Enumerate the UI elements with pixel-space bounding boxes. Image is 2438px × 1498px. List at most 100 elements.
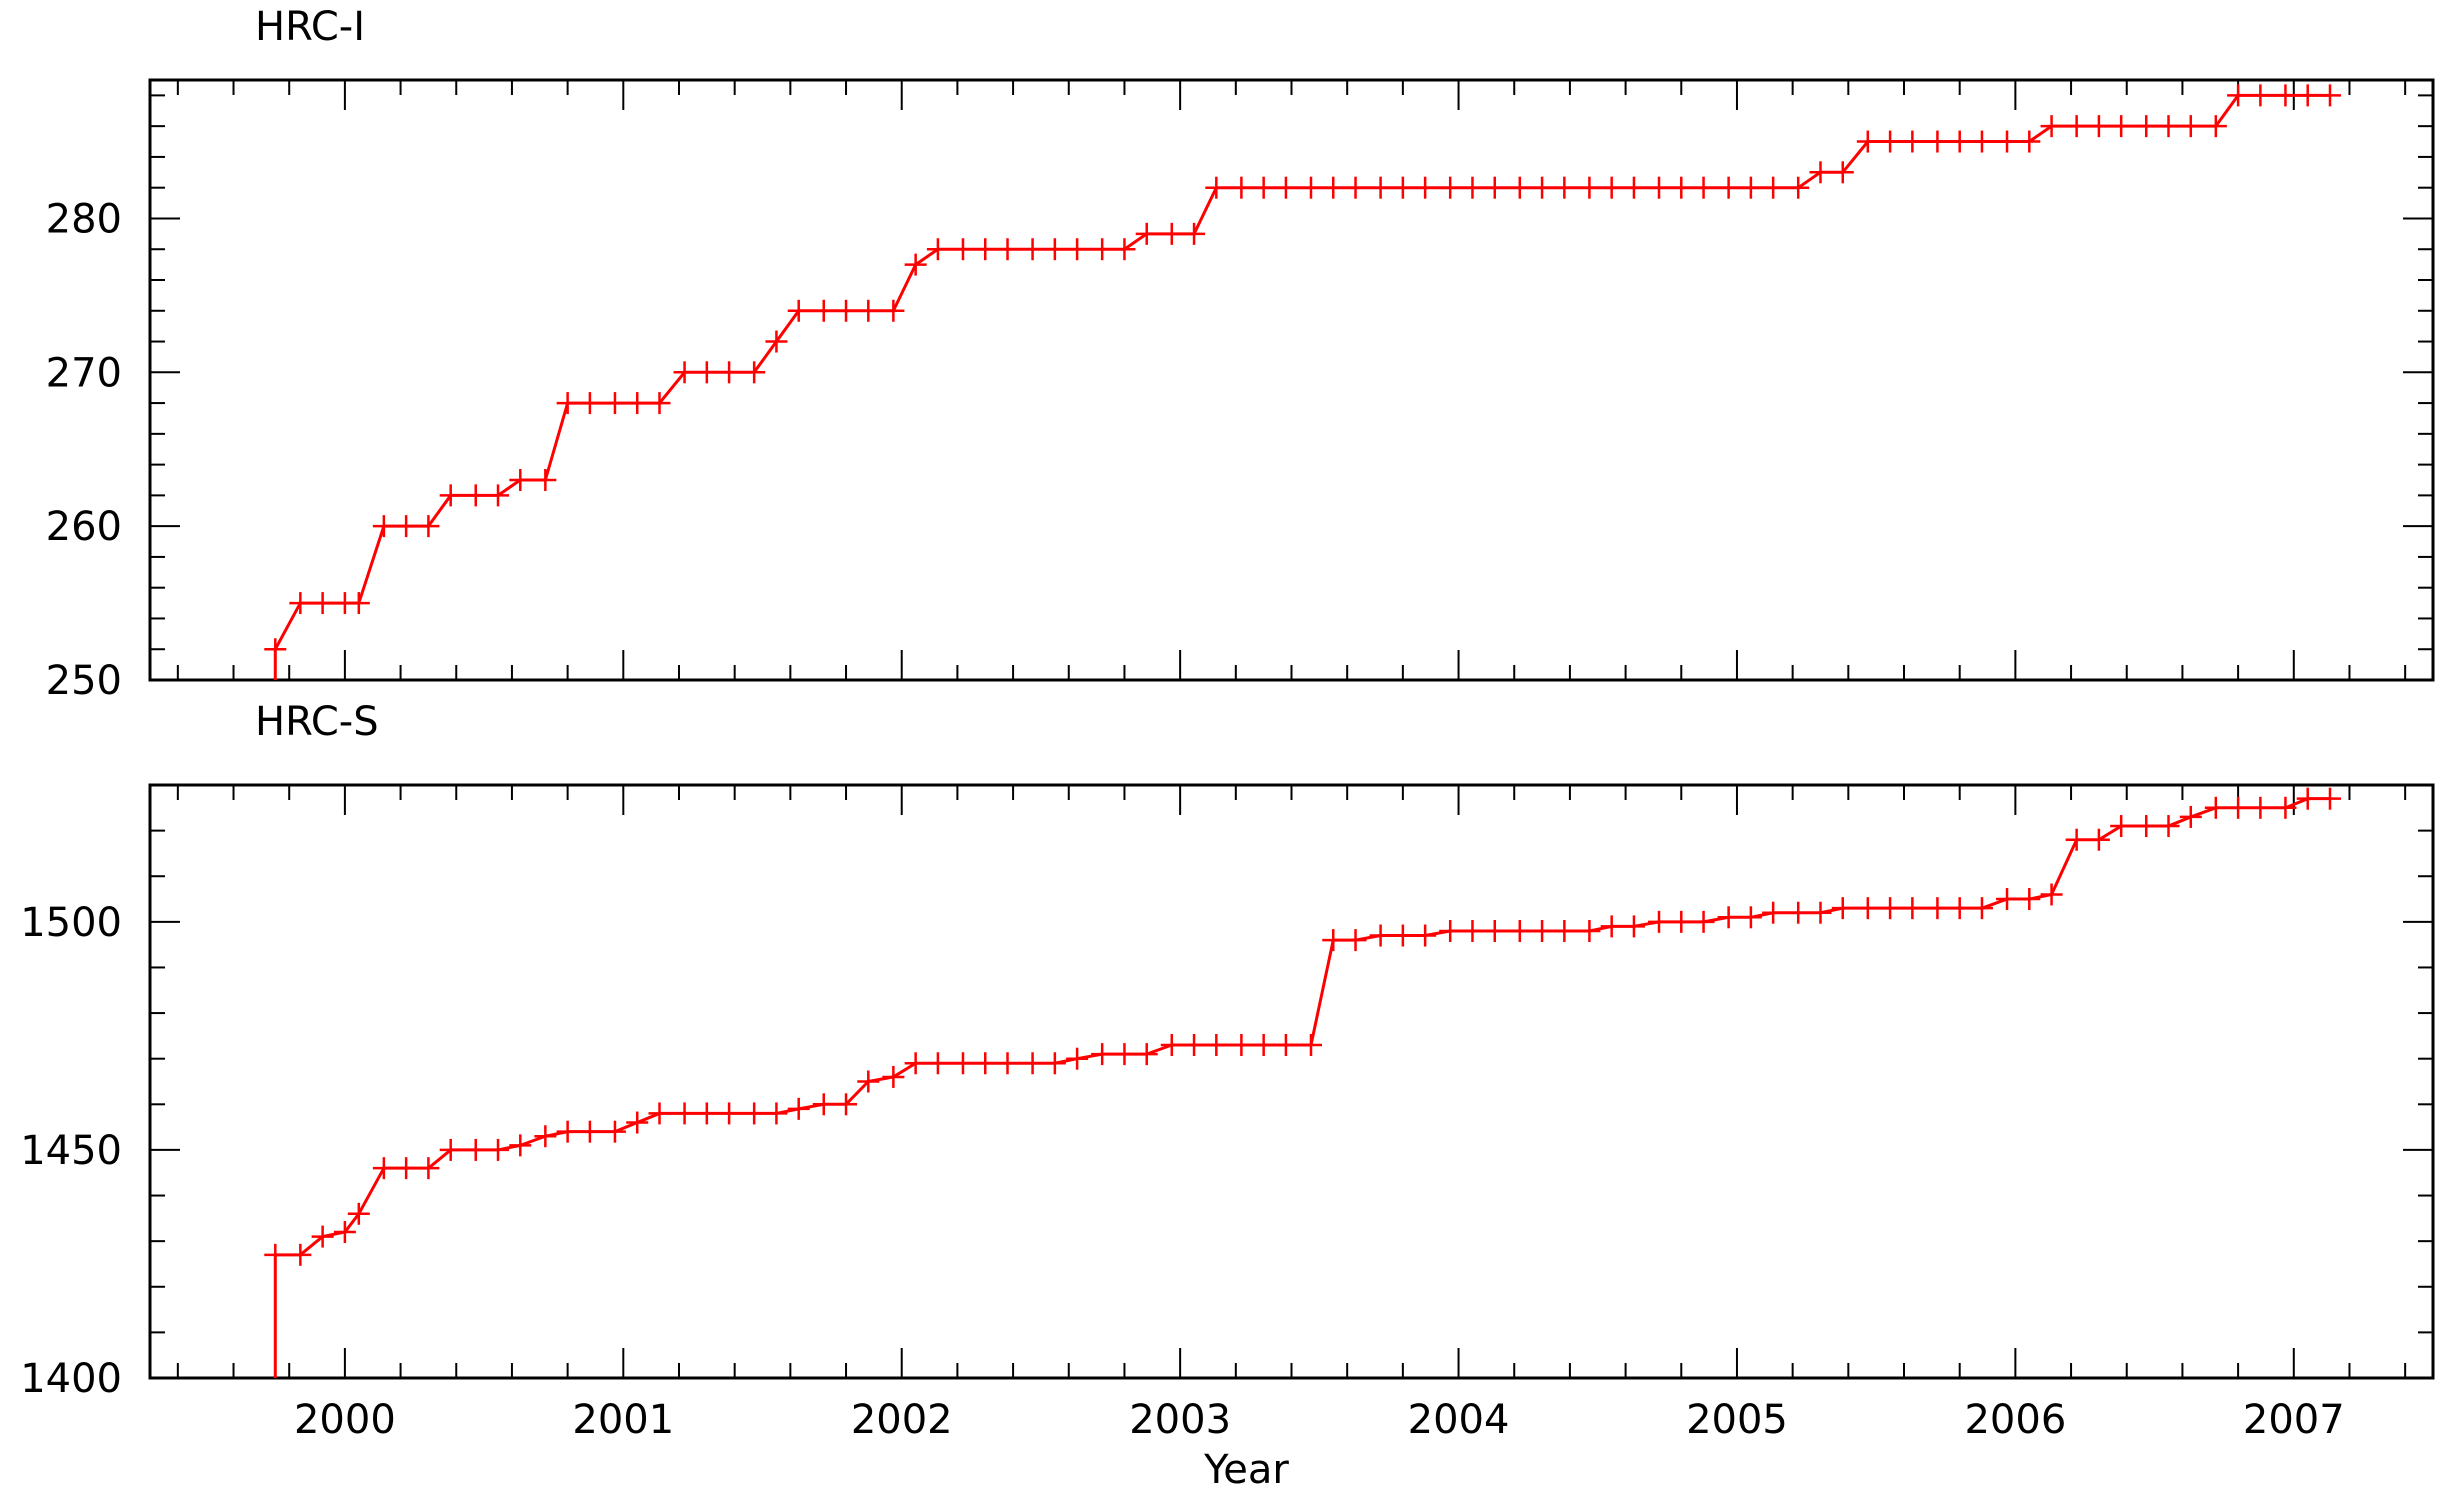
hrc-s-data-point [289,1243,312,1266]
hrc-s-data-point [333,1221,356,1244]
hrc-i-data-point [2296,84,2319,107]
hrc-i-data-point [974,238,997,261]
hrc-i-data-point [347,592,370,615]
hrc-i-data-point [1483,176,1506,199]
hrc-i-y-tick-label: 280 [46,196,122,242]
hrc-i-data-point [1531,176,1554,199]
hrc-s-x-tick-label: 2000 [294,1397,396,1443]
hrc-i-data-point [1299,176,1322,199]
hrc-i-data-point [264,638,287,661]
hrc-i-data-point [904,253,927,276]
hrc-i-data-point [1692,176,1715,199]
hrc-i-data-point [1600,176,1623,199]
hrc-s-data-point [951,1052,974,1075]
hrc-s-data-point [264,1243,287,1266]
hrc-i-series-line [273,93,2330,680]
hrc-s-data-point [311,1225,334,1248]
hrc-s-data-point [1622,915,1645,938]
hrc-s-data-point [1762,901,1785,924]
hrc-s-x-tick-label: 2001 [572,1397,674,1443]
hrc-s-series-line [273,797,2330,1378]
hrc-s-x-tick-label: 2003 [1129,1397,1231,1443]
hrc-i-data-point [2157,115,2180,138]
hrc-i-data-point [1856,130,1879,153]
hrc-i-data-point [439,484,462,507]
hrc-i-data-point [1021,238,1044,261]
hrc-s-data-point [439,1138,462,1161]
hrc-i-data-point [648,392,671,415]
hrc-s-data-point [1600,915,1623,938]
hrc-i-data-point [2040,115,2063,138]
hrc-i-data-point [2065,115,2088,138]
hrc-i-data-point [996,238,1019,261]
hrc-s-data-point [1205,1034,1228,1057]
hrc-s-data-point [648,1102,671,1125]
hrc-s-data-point [1553,919,1576,942]
hrc-i-data-point [1717,176,1740,199]
hrc-i-y-tick-label: 250 [46,658,122,704]
hrc-s-data-point [974,1052,997,1075]
hrc-s-data-point [2179,805,2202,828]
hrc-s-data-point [2135,815,2158,838]
hrc-s-x-tick-label: 2004 [1408,1397,1510,1443]
hrc-i-data-point [951,238,974,261]
hrc-i-data-point [1553,176,1576,199]
hrc-i-data-point [2318,84,2341,107]
hrc-s-data-point [1831,897,1854,920]
hrc-i-data-point [1670,176,1693,199]
hrc-s-data-point [2227,796,2250,819]
hrc-i-data-point [534,469,557,491]
hrc-i-data-point [2087,115,2110,138]
hrc-s-data-point [347,1202,370,1225]
hrc-s-y-tick-label: 1500 [20,900,122,946]
hrc-i-data-point [1043,238,1066,261]
hrc-i-data-point [1879,130,1902,153]
hrc-i-data-point [1831,161,1854,184]
hrc-s-data-point [464,1138,487,1161]
hrc-i-data-point [1648,176,1671,199]
hrc-i-data-point [1344,176,1367,199]
hrc-s-data-point [417,1157,440,1180]
hrc-i-data-point [882,299,905,322]
hrc-i-data-point [578,392,601,415]
hrc-s-data-point [1043,1052,1066,1075]
hrc-i-data-point [1996,130,2019,153]
hrc-s-data-point [1970,897,1993,920]
hrc-i-data-point [765,330,788,353]
hrc-s-data-point [2296,787,2319,810]
hrc-s-data-point [835,1093,858,1116]
hrc-s-data-point [1926,897,1949,920]
hrc-s-data-point [2318,787,2341,810]
hrc-i-data-point [1252,176,1275,199]
hrc-s-data-point [1856,897,1879,920]
hrc-s-data-point [743,1102,766,1125]
hrc-i-data-point [1066,238,1089,261]
hrc-i-data-point [1322,176,1345,199]
hrc-i-data-point [487,484,510,507]
hrc-i-data-point [1414,176,1437,199]
hrc-s-data-point [1183,1034,1206,1057]
hrc-s-data-point [1879,897,1902,920]
hrc-s-data-point [1135,1043,1158,1066]
hrc-s-data-point [1344,929,1367,952]
hrc-i-data-point [1787,176,1810,199]
hrc-s-panel: HRC-S 2000 2001 2002 2003 2004 2005 2006 2007 140… [20,699,2435,1493]
hrc-s-data-point [1787,901,1810,924]
hrc-i-data-point [743,361,766,384]
hrc-s-data-point [1670,910,1693,933]
hrc-s-data-point [996,1052,1019,1075]
hrc-s-data-point [1508,919,1531,942]
hrc-i-data-point [1578,176,1601,199]
hrc-s-data-point [578,1120,601,1143]
hrc-s-data-point [626,1111,649,1134]
hrc-i-data-point [1622,176,1645,199]
hrc-s-data-point [1578,919,1601,942]
hrc-i-data-point [857,299,880,322]
hrc-s-data-point [2274,796,2297,819]
hrc-i-data-point [1739,176,1762,199]
hrc-s-data-point [1252,1034,1275,1057]
hrc-i-y-tick-label: 260 [46,504,122,550]
hrc-i-data-point [1230,176,1253,199]
hrc-i-data-point [1901,130,1924,153]
